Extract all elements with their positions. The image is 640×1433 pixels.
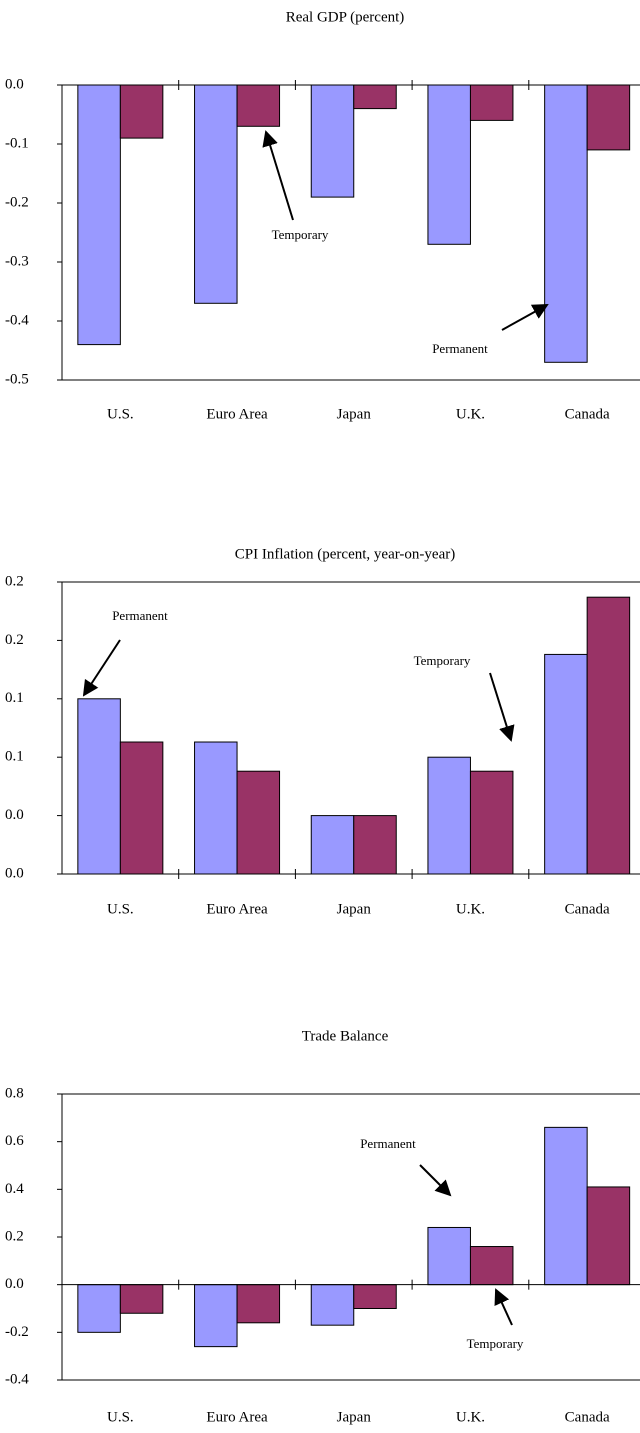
x-tick-label: Euro Area: [206, 1409, 268, 1425]
annotation-arrow: [489, 672, 515, 742]
bar: [310, 1284, 355, 1326]
y-tick-label: -0.2: [5, 194, 29, 210]
y-tick-label: 0.0: [5, 1276, 24, 1292]
bar: [119, 1284, 164, 1314]
x-tick-label: Canada: [565, 901, 610, 917]
y-tick-label: 0.2: [5, 632, 24, 648]
bar: [586, 1186, 631, 1286]
annotation: Permanent: [360, 1136, 416, 1151]
y-tick-label: -0.5: [5, 371, 29, 387]
y-tick-label: 0.0: [5, 865, 24, 881]
y-tick-label: 0.8: [5, 1085, 24, 1101]
bar: [119, 84, 164, 139]
bar: [544, 1126, 588, 1286]
x-tick-label: U.K.: [456, 1409, 485, 1425]
y-tick-label: -0.4: [5, 1371, 29, 1387]
x-tick-label: U.S.: [107, 1409, 134, 1425]
y-tick-label: 0.2: [5, 1228, 24, 1244]
x-tick-label: Canada: [565, 1409, 610, 1425]
y-tick-label: -0.1: [5, 135, 29, 151]
bar: [194, 1284, 238, 1348]
y-tick-label: 0.6: [5, 1133, 24, 1149]
bar: [77, 84, 121, 346]
bar: [353, 815, 397, 875]
x-tick-label: Japan: [337, 1409, 372, 1425]
bar: [427, 84, 471, 245]
chart-title: Real GDP (percent): [286, 9, 405, 25]
bar: [544, 653, 588, 875]
y-tick-label: 0.0: [5, 807, 24, 823]
bar: [236, 770, 281, 875]
x-tick-label: Euro Area: [206, 406, 268, 422]
y-tick-label: -0.2: [5, 1324, 29, 1340]
bar: [469, 770, 514, 875]
bar: [586, 84, 631, 151]
annotation-arrow: [82, 639, 121, 697]
annotation-arrow: [494, 1288, 513, 1326]
bar: [194, 741, 238, 875]
bar: [236, 84, 281, 127]
chart-title: Trade Balance: [302, 1028, 389, 1044]
x-tick-label: U.S.: [107, 406, 134, 422]
bar: [427, 1226, 471, 1286]
annotation-arrow: [262, 130, 294, 221]
x-tick-label: U.K.: [456, 406, 485, 422]
bar: [353, 1284, 397, 1309]
y-tick-label: 0.4: [5, 1181, 24, 1197]
annotation: Permanent: [112, 608, 168, 623]
chart-title: CPI Inflation (percent, year-on-year): [235, 546, 455, 562]
bar: [310, 84, 355, 198]
x-tick-label: U.K.: [456, 901, 485, 917]
bar: [77, 1284, 121, 1333]
bar: [544, 84, 588, 363]
bar: [586, 596, 631, 875]
y-tick-label: 0.2: [5, 573, 24, 589]
y-tick-label: -0.4: [5, 312, 29, 328]
bar: [194, 84, 238, 304]
bar: [469, 84, 514, 121]
bar: [119, 741, 164, 875]
y-tick-label: 0.1: [5, 690, 24, 706]
annotation: Permanent: [432, 341, 488, 356]
y-tick-label: 0.1: [5, 749, 24, 765]
bar: [353, 84, 397, 110]
annotation: Temporary: [467, 1336, 524, 1351]
bar: [310, 815, 355, 875]
bar: [77, 698, 121, 875]
y-tick-label: -0.3: [5, 253, 29, 269]
x-tick-label: Euro Area: [206, 901, 268, 917]
x-tick-label: Japan: [337, 901, 372, 917]
x-tick-label: U.S.: [107, 901, 134, 917]
bar: [427, 756, 471, 875]
annotation: Temporary: [272, 227, 329, 242]
y-tick-label: 0.0: [5, 76, 24, 92]
x-tick-label: Japan: [337, 406, 372, 422]
annotation-arrow: [501, 304, 549, 331]
annotation-arrow: [419, 1164, 452, 1197]
annotation: Temporary: [414, 653, 471, 668]
bar: [236, 1284, 281, 1324]
x-tick-label: Canada: [565, 406, 610, 422]
bar: [469, 1246, 514, 1286]
